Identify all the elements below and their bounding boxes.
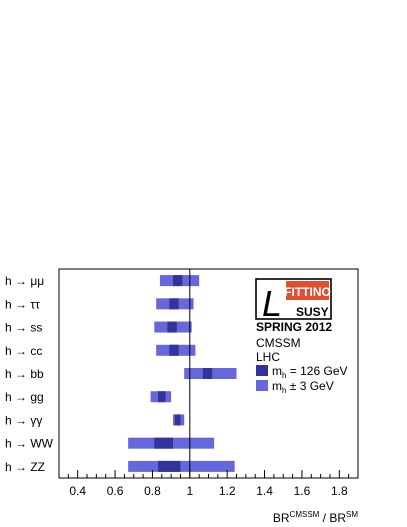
x-tick-label-6: 1.6 <box>294 484 311 498</box>
central-bar-6 <box>174 414 181 426</box>
y-label-3: h → cc <box>5 344 42 358</box>
central-bar-3 <box>169 344 179 356</box>
logo-sub: SUSY <box>296 305 329 319</box>
legend-model: CMSSM <box>256 336 301 350</box>
central-bar-5 <box>158 391 166 403</box>
y-label-2: h → ss <box>5 321 42 335</box>
legend-swatch-central <box>256 365 268 376</box>
bars-layer <box>128 275 237 472</box>
x-axis-title: BRCMSSM / BRSM <box>273 510 358 525</box>
y-label-6: h → γγ <box>5 413 42 427</box>
central-bar-8 <box>158 460 181 472</box>
legend-entry-band: mh ± 3 GeV <box>272 379 334 395</box>
x-tick-label-4: 1.2 <box>219 484 236 498</box>
y-label-8: h → ZZ <box>5 460 45 474</box>
central-bar-0 <box>172 275 183 287</box>
central-bar-1 <box>169 298 179 310</box>
y-label-4: h → bb <box>5 367 44 381</box>
x-tick-label-5: 1.4 <box>256 484 273 498</box>
logo-brand: FITTINO <box>284 285 331 299</box>
x-tick-label-3: 1 <box>186 484 193 498</box>
legend: FITTINO L SUSY SPRING 2012 CMSSM LHC mh … <box>255 278 348 395</box>
x-tick-label-2: 0.8 <box>144 484 161 498</box>
band-bar-8 <box>128 460 235 472</box>
central-bar-2 <box>167 321 177 333</box>
legend-collider: LHC <box>256 350 280 364</box>
central-bar-4 <box>202 368 213 379</box>
y-label-7: h → WW <box>5 437 54 451</box>
x-axis-ticks: 0.4 0.6 0.8 1 1.2 1.4 1.6 1.8 <box>67 470 350 498</box>
legend-swatch-band <box>256 380 268 391</box>
y-label-5: h → gg <box>5 390 44 404</box>
y-label-0: h → μμ <box>5 274 44 288</box>
legend-entry-central: mh = 126 GeV <box>272 364 348 380</box>
x-tick-label-0: 0.4 <box>69 484 86 498</box>
x-tick-label-7: 1.8 <box>331 484 348 498</box>
central-bar-7 <box>154 437 173 449</box>
x-tick-label-1: 0.6 <box>107 484 124 498</box>
y-label-1: h → ττ <box>5 297 40 311</box>
fittino-logo: FITTINO L SUSY <box>255 278 332 324</box>
logo-script-letter: L <box>262 283 282 324</box>
y-axis-labels: h → μμ h → ττ h → ss h → cc h → bb h → gg h → … <box>5 274 54 474</box>
legend-caption: SPRING 2012 <box>256 320 332 334</box>
